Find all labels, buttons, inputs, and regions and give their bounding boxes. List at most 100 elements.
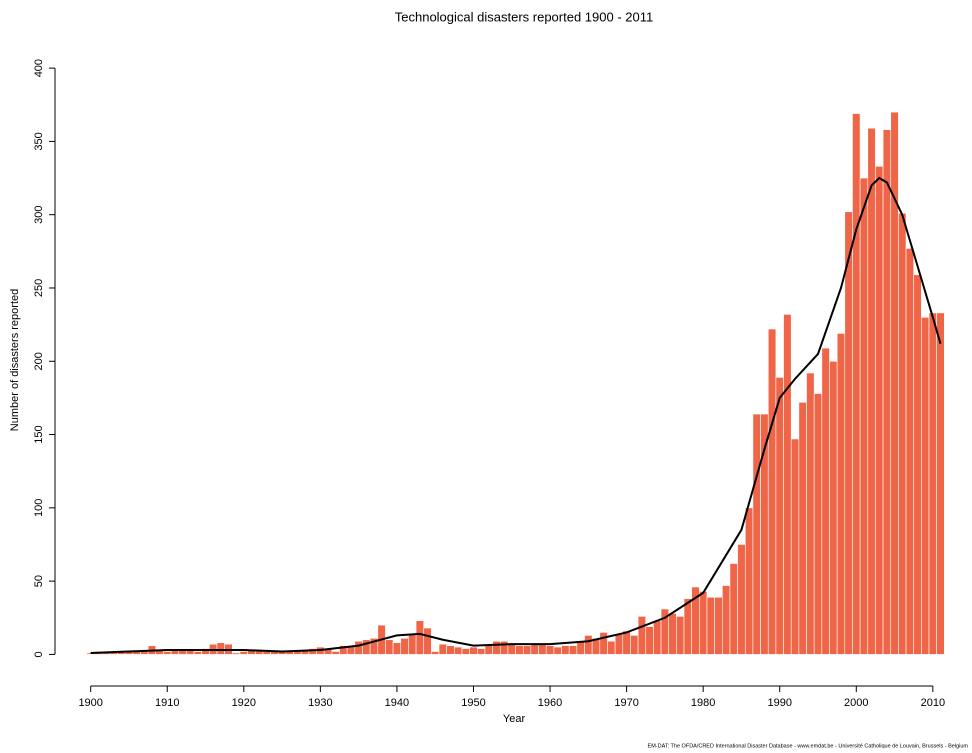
bar [423,627,432,655]
bar [193,651,202,655]
bar [469,646,478,655]
x-tick-label: 1900 [78,697,102,709]
bar [400,637,409,655]
x-axis-label: Year [503,713,526,725]
bar [331,651,340,655]
y-tick-label: 0 [33,651,45,657]
bar [875,166,884,655]
bar [408,633,417,655]
bar [163,651,172,655]
x-tick-label: 2010 [921,697,945,709]
y-tick-label: 250 [33,279,45,297]
y-axis-label: Number of disasters reported [9,289,21,431]
bar [630,635,639,655]
bar [706,596,715,655]
bar [806,372,815,655]
bar [744,507,754,655]
bar [729,563,738,655]
x-tick-label: 1990 [767,697,791,709]
bar [821,347,830,655]
bar [599,632,608,655]
bar [438,643,447,655]
x-tick-label: 2000 [844,697,868,709]
bar [499,640,509,655]
bar [790,438,800,655]
bar [622,630,631,655]
bar [584,635,593,655]
bar [767,328,777,655]
bar [752,413,761,655]
bar [829,360,838,655]
source-note: EM-DAT: The OFDA/CRED International Disa… [648,743,969,749]
y-tick-label: 100 [33,499,45,517]
bar [392,642,402,655]
bar [852,113,861,655]
x-tick-label: 1910 [155,697,179,709]
bar [545,645,555,655]
bar [722,585,731,655]
bar [385,639,394,655]
bar [553,646,562,655]
bar [676,616,685,655]
bar [354,640,363,655]
bar [783,314,792,655]
bar [239,651,248,655]
bar [714,596,723,655]
trend-line [90,176,942,654]
bar [882,129,892,655]
bar [699,591,708,655]
bar [538,643,547,655]
x-tick-label: 1980 [691,697,715,709]
bar [653,620,662,655]
bar [461,648,470,655]
x-tick-label: 1920 [232,697,256,709]
bar [446,645,455,655]
bar [232,652,241,655]
bar [415,620,425,655]
x-tick-label: 1970 [614,697,638,709]
bar [607,640,616,655]
bar [898,212,907,655]
bar [576,640,585,655]
y-tick-label: 300 [33,206,45,224]
bar [637,616,647,655]
x-tick-label: 1950 [461,697,485,709]
bar [867,127,876,655]
bar [737,544,746,655]
x-tick-label: 1960 [538,697,562,709]
y-tick-label: 50 [33,575,45,587]
bar [775,377,784,655]
bar [928,312,937,655]
x-tick-label: 1940 [385,697,409,709]
bar [568,645,578,655]
bar [683,598,692,655]
bar [668,613,677,655]
bar [477,648,486,655]
bar [844,211,853,655]
bar [645,626,654,655]
bar [522,645,532,655]
bar [836,333,846,655]
y-tick-label: 350 [33,132,45,150]
bar [921,316,930,655]
chart-title: Technological disasters reported 1900 - … [395,9,653,24]
bar [515,645,524,655]
x-tick-label: 1930 [308,697,332,709]
bar [859,177,869,655]
y-tick-label: 400 [33,59,45,77]
bar [454,646,463,655]
bar [936,312,945,655]
bar [614,633,624,655]
bar [216,642,225,655]
y-tick-label: 150 [33,425,45,443]
bar [507,643,516,655]
bar [530,643,539,655]
bar [492,640,501,655]
bar [913,274,922,655]
bar [905,248,915,655]
bar [561,645,570,655]
y-tick-label: 200 [33,352,45,370]
bar [798,402,807,655]
bar [813,393,823,655]
